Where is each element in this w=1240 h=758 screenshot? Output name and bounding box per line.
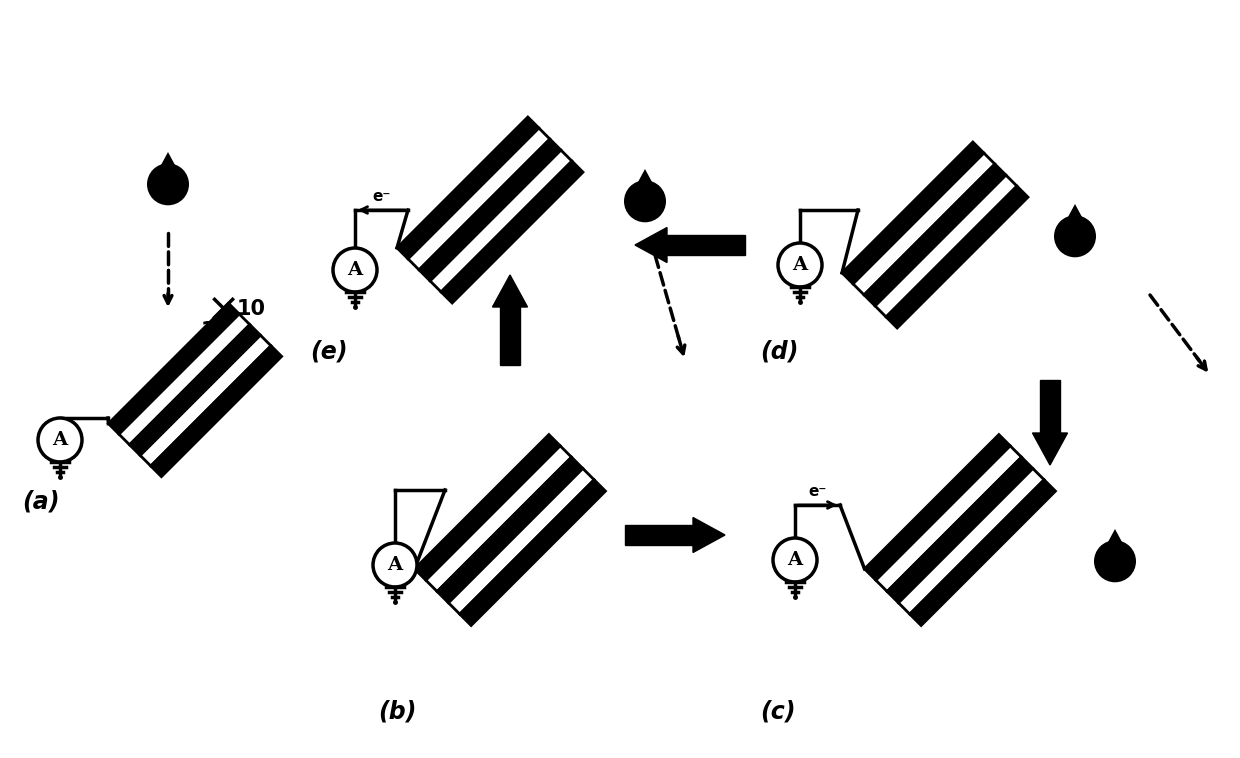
Text: (c): (c) — [760, 700, 796, 724]
Polygon shape — [419, 139, 560, 281]
Polygon shape — [1061, 204, 1089, 230]
Polygon shape — [875, 446, 1022, 591]
Polygon shape — [667, 235, 745, 255]
Text: e⁻: e⁻ — [372, 189, 391, 204]
Polygon shape — [441, 161, 583, 303]
Polygon shape — [864, 434, 1011, 580]
Text: (d): (d) — [760, 340, 799, 364]
Polygon shape — [625, 525, 693, 545]
Polygon shape — [1033, 433, 1068, 465]
Polygon shape — [875, 175, 1017, 317]
Circle shape — [38, 418, 82, 462]
Text: A: A — [347, 261, 362, 279]
Circle shape — [148, 163, 188, 205]
Polygon shape — [887, 457, 1033, 603]
Polygon shape — [500, 307, 520, 365]
Polygon shape — [425, 446, 572, 591]
Polygon shape — [887, 186, 1028, 328]
Polygon shape — [140, 335, 272, 466]
Polygon shape — [693, 518, 725, 553]
Polygon shape — [408, 128, 549, 270]
Polygon shape — [151, 346, 281, 477]
Text: A: A — [792, 256, 807, 274]
Polygon shape — [853, 153, 994, 295]
Circle shape — [334, 248, 377, 292]
Text: A: A — [787, 551, 802, 569]
Text: e⁻: e⁻ — [808, 484, 827, 499]
Text: (a): (a) — [22, 490, 60, 514]
Circle shape — [773, 538, 817, 582]
Text: 11: 11 — [201, 321, 229, 341]
Polygon shape — [864, 164, 1006, 306]
Polygon shape — [910, 480, 1055, 625]
Circle shape — [373, 543, 417, 587]
Polygon shape — [414, 434, 560, 580]
Text: 10: 10 — [237, 299, 265, 319]
Polygon shape — [1101, 529, 1128, 555]
Polygon shape — [397, 117, 539, 259]
Circle shape — [1054, 215, 1096, 257]
Polygon shape — [842, 142, 983, 283]
Polygon shape — [631, 169, 658, 195]
Polygon shape — [119, 314, 249, 445]
Polygon shape — [154, 152, 182, 178]
Text: (b): (b) — [378, 700, 417, 724]
Text: A: A — [387, 556, 403, 574]
Polygon shape — [492, 275, 527, 307]
Polygon shape — [460, 480, 605, 625]
Polygon shape — [108, 303, 239, 434]
Polygon shape — [130, 324, 260, 456]
Polygon shape — [1040, 380, 1060, 433]
Polygon shape — [449, 468, 594, 614]
Circle shape — [624, 180, 666, 222]
Polygon shape — [635, 227, 667, 262]
Polygon shape — [899, 468, 1044, 614]
Text: (e): (e) — [310, 340, 347, 364]
Polygon shape — [430, 150, 572, 292]
Text: A: A — [52, 431, 67, 449]
Circle shape — [777, 243, 822, 287]
Circle shape — [1094, 540, 1136, 582]
Polygon shape — [438, 457, 583, 603]
